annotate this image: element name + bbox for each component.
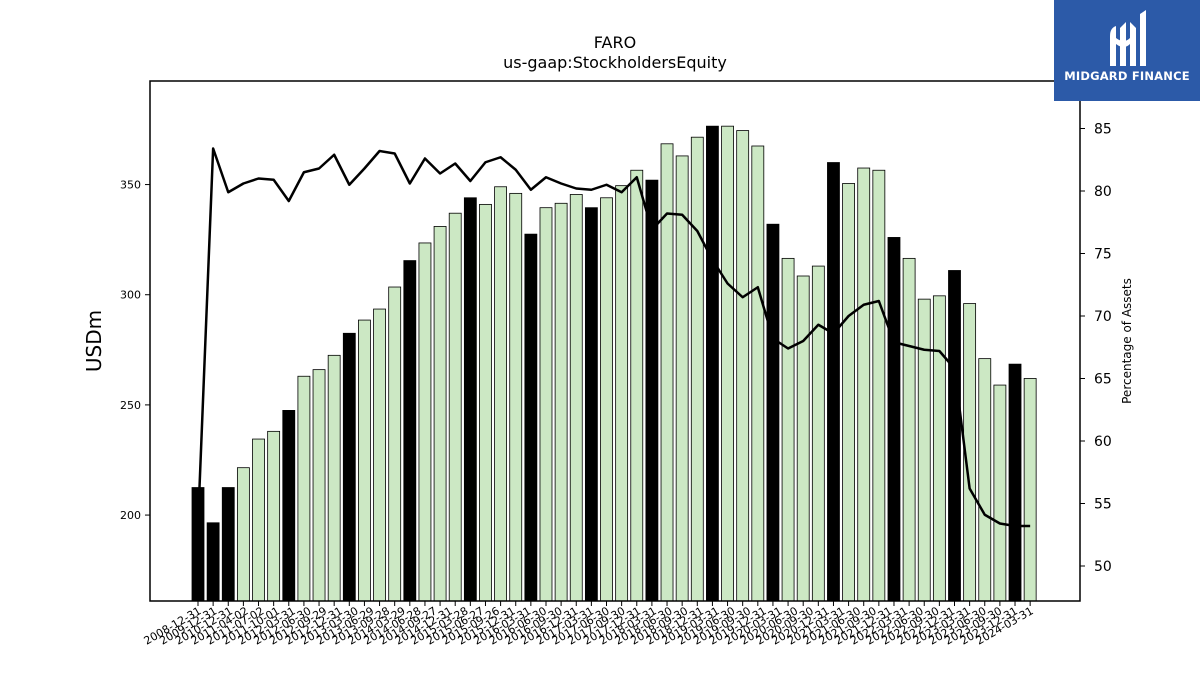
bar — [312, 369, 326, 602]
chart-title: FARO — [594, 33, 636, 52]
bar — [1023, 378, 1037, 602]
bar — [887, 237, 901, 602]
bar — [978, 358, 992, 602]
bar — [811, 265, 825, 602]
plot-frame — [149, 80, 1081, 602]
bar — [857, 167, 871, 602]
bar — [236, 467, 250, 602]
bar — [736, 130, 750, 602]
line-series-percentage-of-assets — [196, 147, 1031, 528]
brand-logo: MIDGARD FINANCE — [1054, 0, 1200, 101]
y2-tick-label: 60 — [1094, 434, 1112, 450]
bar — [206, 522, 220, 602]
bar — [509, 192, 523, 602]
bar — [342, 332, 356, 602]
bar — [554, 202, 568, 602]
y-axis-left-label: USDm — [82, 310, 106, 372]
y-tick-label: 250 — [120, 399, 141, 412]
y2-tick-label: 50 — [1094, 559, 1112, 575]
bar — [675, 155, 689, 602]
bar — [282, 410, 296, 602]
bar — [706, 125, 719, 602]
bar — [327, 354, 341, 602]
bar — [600, 197, 613, 602]
y2-tick-label: 80 — [1094, 184, 1112, 200]
bar — [388, 286, 402, 602]
bar — [690, 136, 704, 602]
bar — [539, 207, 553, 602]
y2-tick-label: 70 — [1094, 309, 1112, 325]
bar — [524, 233, 538, 602]
bar — [948, 270, 961, 602]
y2-tick-label: 65 — [1094, 372, 1112, 388]
y-tick-label: 200 — [120, 509, 141, 522]
bar — [917, 298, 931, 602]
chart-subtitle: us-gaap:StockholdersEquity — [503, 53, 727, 72]
bar — [721, 125, 734, 602]
y2-tick-label: 85 — [1094, 122, 1112, 138]
y-tick-label: 350 — [120, 179, 141, 192]
brand-logo-mark-icon — [1110, 10, 1146, 66]
bar — [403, 260, 417, 602]
bar — [1008, 363, 1022, 602]
bar — [630, 169, 644, 602]
bar — [569, 194, 583, 602]
bar — [584, 207, 598, 602]
y2-tick-label: 55 — [1094, 497, 1112, 513]
bar — [842, 183, 855, 602]
bar — [358, 319, 371, 602]
bar — [932, 295, 946, 602]
bar — [902, 257, 916, 602]
bar — [751, 145, 765, 602]
bar — [872, 169, 886, 602]
bar — [448, 212, 462, 602]
y-axis-right-label: Percentage of Assets — [1120, 278, 1134, 404]
bar — [781, 257, 795, 602]
y-tick-label: 300 — [120, 289, 141, 302]
bar — [252, 438, 265, 602]
bar — [463, 197, 477, 602]
bar — [433, 226, 447, 602]
bar — [494, 186, 508, 602]
bar — [221, 487, 235, 602]
bar — [993, 384, 1007, 602]
bar-group — [191, 125, 1037, 602]
x-axis: 2008-12-312009-12-312010-12-312011-04-02… — [142, 601, 1036, 648]
bar — [479, 203, 492, 602]
bar — [645, 179, 659, 602]
bar — [796, 275, 810, 602]
bar — [827, 162, 840, 602]
y-axis-left: 200 250 300 350 — [120, 179, 150, 522]
bar — [615, 185, 629, 602]
y2-tick-label: 75 — [1094, 247, 1112, 263]
bar — [297, 375, 311, 602]
bar — [418, 242, 432, 602]
bar — [373, 308, 386, 602]
y-axis-right: 50 55 60 65 70 75 80 85 — [1080, 122, 1112, 575]
bar — [267, 430, 281, 602]
brand-name: MIDGARD FINANCE — [1064, 69, 1190, 83]
bar — [766, 223, 780, 602]
